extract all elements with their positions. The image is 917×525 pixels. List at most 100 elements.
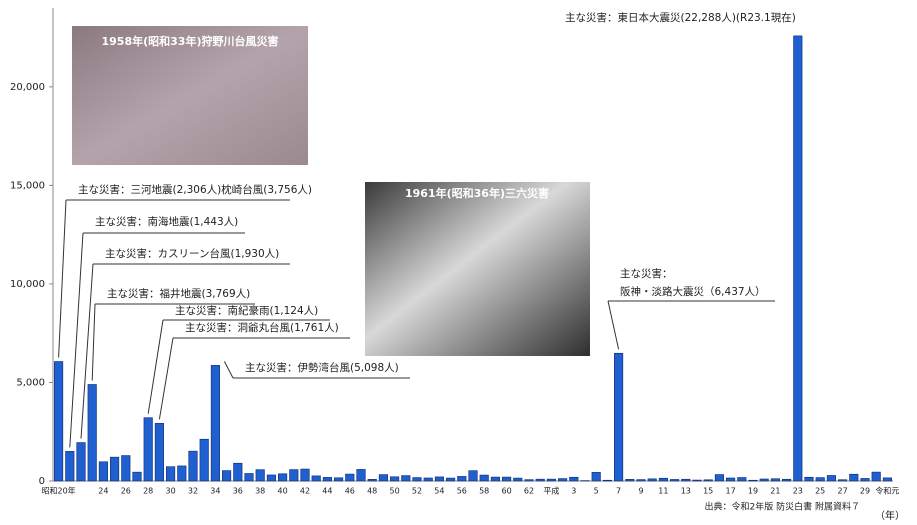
- bar: [378, 474, 388, 482]
- bar: [54, 361, 64, 482]
- annotation: 主な災害：伊勢湾台風(5,098人): [245, 361, 399, 374]
- bar: [266, 474, 276, 482]
- bar: [199, 438, 209, 482]
- leader-line: [223, 361, 234, 379]
- bar: [860, 478, 870, 482]
- leader-line: [147, 319, 164, 414]
- x-tick-label: 19: [748, 487, 758, 496]
- bar: [625, 479, 635, 482]
- bar: [591, 472, 601, 482]
- annotation: 主な災害：三河地震(2,306人)枕崎台風(3,756人): [78, 183, 312, 196]
- bar: [300, 468, 310, 482]
- bar: [782, 478, 792, 482]
- bar: [177, 465, 187, 482]
- bar: [110, 456, 120, 482]
- bar: [356, 469, 366, 482]
- bar: [334, 477, 344, 482]
- bar: [804, 476, 814, 482]
- bar: [255, 469, 265, 482]
- leader-line: [80, 263, 94, 439]
- bar: [614, 352, 624, 482]
- x-tick-label: 50: [390, 487, 400, 496]
- bar: [457, 476, 467, 482]
- annotation: 主な災害：福井地震(3,769人): [107, 287, 250, 300]
- bar: [289, 469, 299, 482]
- x-tick-label: 24: [98, 487, 108, 496]
- leader-line: [58, 199, 67, 358]
- leader-line: [91, 303, 96, 381]
- bar: [558, 478, 568, 482]
- x-tick-label: 令和元: [875, 486, 899, 496]
- bar: [703, 479, 713, 482]
- annotation: 阪神・淡路大震災（6,437人）: [620, 285, 766, 298]
- x-tick-label: 60: [502, 487, 512, 496]
- bar: [882, 477, 892, 482]
- bar: [143, 417, 153, 482]
- bar: [210, 365, 220, 482]
- bar: [513, 477, 523, 482]
- x-tick-label: 17: [726, 487, 736, 496]
- bar: [412, 477, 422, 482]
- x-tick-label: 58: [479, 487, 489, 496]
- bar: [714, 474, 724, 482]
- annotation: 主な災害：: [620, 267, 673, 280]
- bar: [737, 477, 747, 482]
- bar: [278, 473, 288, 482]
- bar: [188, 450, 198, 482]
- x-tick-label: 62: [524, 487, 534, 496]
- x-tick-label: 5: [594, 487, 599, 496]
- bar: [815, 477, 825, 482]
- bar: [670, 479, 680, 482]
- bar: [546, 478, 556, 482]
- y-tick-label: 15,000: [10, 180, 45, 191]
- y-tick-label: 20,000: [10, 82, 45, 93]
- bar: [401, 475, 411, 482]
- x-tick-label: 42: [300, 487, 310, 496]
- bar: [244, 473, 254, 482]
- bar: [154, 423, 164, 482]
- bar: [759, 478, 769, 482]
- bar: [468, 470, 478, 482]
- x-tick-label: 3: [571, 487, 576, 496]
- bar: [479, 474, 489, 482]
- annotation: 主な災害：東日本大震災(22,288人)(R23.1現在): [565, 11, 796, 24]
- bar: [65, 451, 75, 482]
- bar: [423, 477, 433, 482]
- bar: [390, 476, 400, 482]
- x-tick-label: 32: [188, 487, 198, 496]
- bar: [569, 476, 579, 482]
- leader-line: [607, 300, 620, 350]
- x-tick-label: 7: [616, 487, 621, 496]
- x-tick-label: 36: [233, 487, 243, 496]
- x-tick-label: 27: [838, 487, 848, 496]
- bar: [826, 475, 836, 482]
- bar: [121, 455, 131, 482]
- x-tick-label: 34: [210, 487, 220, 496]
- bar: [647, 478, 657, 482]
- bar: [838, 479, 848, 482]
- bar: [490, 476, 500, 482]
- x-tick-label: 11: [658, 487, 668, 496]
- leader-line: [158, 337, 174, 420]
- bar: [233, 462, 243, 482]
- bar: [692, 479, 702, 482]
- bar: [871, 471, 881, 482]
- annotation: 主な災害：洞爺丸台風(1,761人): [185, 321, 339, 334]
- annotation: 主な災害：南紀豪雨(1,124人): [175, 304, 318, 317]
- x-tick-label: 平成: [543, 486, 559, 496]
- x-tick-label: 昭和20年: [42, 486, 76, 496]
- x-tick-label: 28: [143, 487, 153, 496]
- y-tick-label: 0: [39, 476, 45, 487]
- bar: [132, 471, 142, 482]
- x-tick-label: 13: [681, 487, 691, 496]
- x-tick-label: 26: [121, 487, 131, 496]
- bar: [636, 479, 646, 482]
- bar: [434, 476, 444, 482]
- bar: [658, 477, 668, 482]
- x-tick-label: 52: [412, 487, 422, 496]
- x-tick-label: 54: [434, 487, 444, 496]
- bar: [322, 477, 332, 482]
- annotation: 主な災害：南海地震(1,443人): [95, 215, 238, 228]
- x-tick-label: 46: [345, 487, 355, 496]
